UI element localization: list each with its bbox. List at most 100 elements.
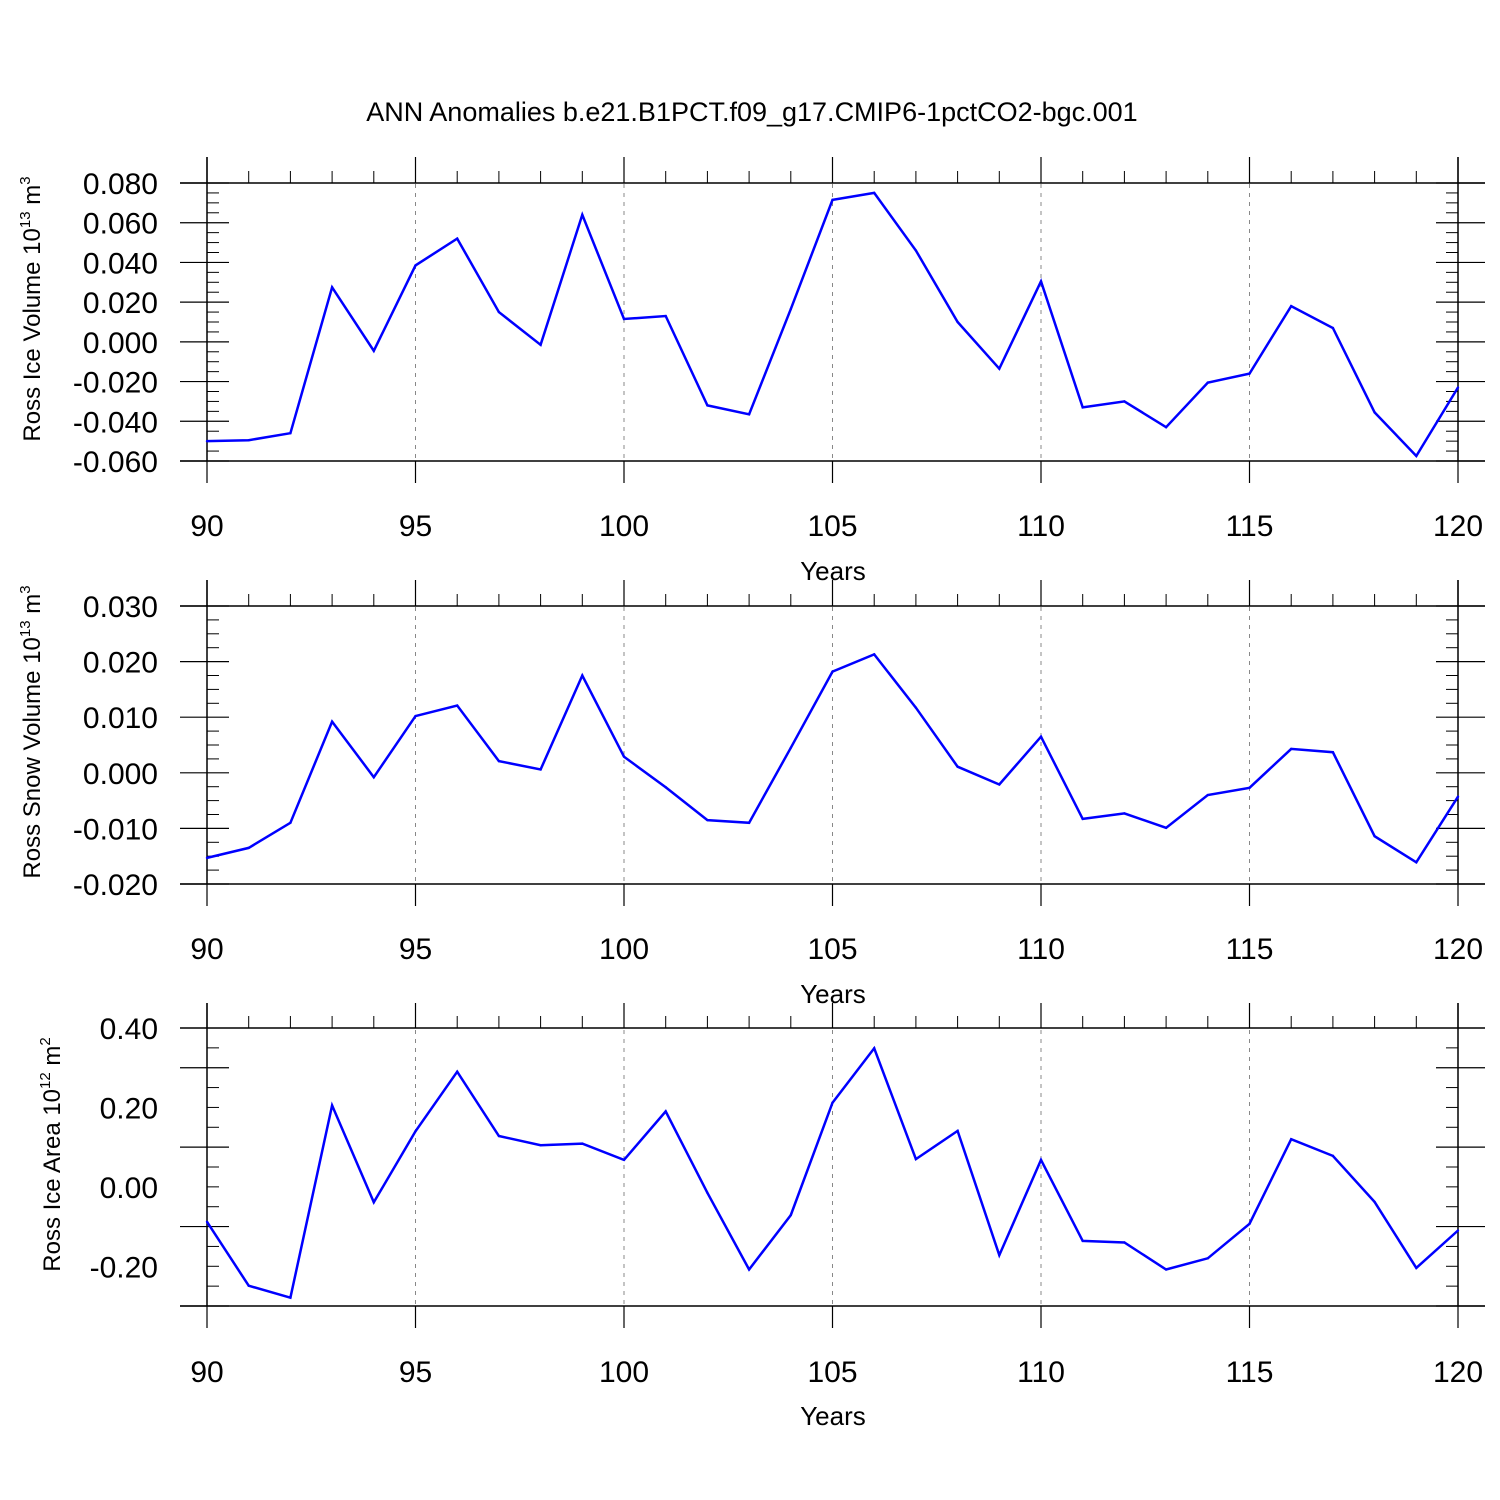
y-tick-label: -0.20: [90, 1251, 158, 1284]
y-tick-label: 0.080: [83, 168, 158, 201]
data-point: [539, 768, 542, 771]
y-tick-label: 0.060: [83, 208, 158, 241]
chart-panel: 90 95 100 105 110 115 120 Years -0.20 0.00 0.20 0.4…: [37, 1003, 1485, 1431]
data-point: [1331, 326, 1335, 330]
data-point: [1039, 1158, 1043, 1162]
data-point: [1290, 1138, 1293, 1141]
data-point: [1123, 1241, 1126, 1244]
data-point: [414, 714, 417, 718]
data-point: [831, 198, 834, 202]
data-point: [497, 759, 501, 763]
data-point: [205, 1220, 209, 1224]
data-point: [414, 264, 417, 267]
data-point: [1164, 426, 1168, 429]
data-point: [205, 439, 209, 443]
y-tick-label: 0.030: [83, 591, 158, 624]
y-axis-title: Ross Snow Volume 1013 m3: [17, 585, 46, 878]
data-point: [539, 1143, 542, 1147]
data-point: [1081, 406, 1084, 409]
data-point: [372, 776, 375, 779]
data-point: [1373, 411, 1376, 414]
data-point: [622, 755, 626, 758]
figure-title: ANN Anomalies b.e21.B1PCT.f09_g17.CMIP6-…: [366, 97, 1137, 127]
x-tick-label: 105: [807, 933, 857, 966]
data-point: [1206, 381, 1210, 384]
data-point: [205, 856, 209, 860]
x-tick-label: 120: [1433, 1356, 1483, 1389]
y-tick-label: 0.00: [100, 1172, 158, 1205]
data-point: [1248, 372, 1251, 375]
data-point: [330, 720, 334, 723]
y-tick-label: -0.060: [73, 446, 158, 479]
data-point: [622, 1158, 626, 1162]
data-point: [1164, 1268, 1168, 1271]
data-point: [789, 307, 792, 311]
data-point: [539, 343, 542, 347]
data-point: [1206, 1257, 1210, 1260]
data-point: [622, 317, 626, 321]
data-point: [706, 404, 709, 407]
data-point: [998, 783, 1001, 786]
x-tick-label: 115: [1226, 510, 1274, 543]
data-point: [247, 438, 250, 442]
data-point: [1248, 1222, 1251, 1225]
data-point: [456, 704, 459, 707]
y-tick-label: 0.020: [83, 647, 158, 680]
data-point: [1164, 826, 1168, 830]
data-point: [664, 314, 667, 318]
data-point: [1039, 735, 1043, 738]
x-tick-label: 105: [807, 510, 857, 543]
y-tick-label: -0.040: [73, 406, 158, 439]
y-tick-label: 0.000: [83, 327, 158, 360]
data-point: [1206, 793, 1210, 797]
data-point: [497, 310, 501, 314]
data-point: [1373, 834, 1376, 838]
data-point: [1039, 280, 1043, 283]
x-tick-label: 110: [1017, 1356, 1065, 1389]
data-point: [914, 249, 918, 252]
data-point: [831, 670, 834, 673]
x-tick-label: 100: [599, 510, 649, 543]
data-point: [873, 191, 876, 195]
data-point: [1456, 386, 1460, 389]
data-point: [1331, 751, 1335, 754]
data-point: [581, 674, 584, 677]
data-point: [1290, 304, 1293, 308]
data-point: [664, 786, 667, 789]
panels: 90 95 100 105 110 115 120 Years -0.060 -0.040 -0.0…: [17, 157, 1485, 1431]
data-point: [1373, 1200, 1376, 1204]
data-point: [956, 1129, 959, 1133]
data-point: [1415, 454, 1418, 458]
data-point: [706, 818, 709, 822]
data-point: [747, 413, 751, 416]
x-tick-label: 110: [1017, 933, 1065, 966]
x-tick-label: 95: [399, 933, 432, 966]
x-tick-label: 120: [1433, 510, 1483, 543]
data-point: [914, 706, 918, 709]
data-point: [873, 653, 876, 656]
x-tick-label: 100: [599, 933, 649, 966]
y-tick-label: -0.020: [73, 367, 158, 400]
data-point: [247, 1284, 250, 1287]
data-point: [456, 1070, 459, 1073]
data-point: [789, 1213, 792, 1217]
data-point: [1331, 1154, 1335, 1158]
x-tick-label: 90: [190, 933, 223, 966]
data-point: [414, 1130, 417, 1133]
x-axis-title: Years: [800, 1401, 866, 1431]
x-tick-label: 120: [1433, 933, 1483, 966]
data-point: [247, 846, 250, 850]
data-point: [1123, 400, 1126, 403]
chart-panel: 90 95 100 105 110 115 120Years-0.060-0.040-0.0…: [17, 157, 1485, 586]
data-point: [998, 1253, 1001, 1257]
data-point: [1123, 812, 1126, 815]
data-point: [289, 432, 292, 435]
data-point: [706, 1191, 709, 1195]
y-tick-label: 0.20: [100, 1092, 158, 1125]
y-tick-label: 0.020: [83, 287, 158, 320]
data-point: [372, 349, 375, 352]
series-line: [206, 652, 1460, 865]
y-axis-title: Ross Ice Area 1012 m2: [37, 1037, 66, 1271]
x-tick-label: 115: [1226, 1356, 1274, 1389]
data-point: [789, 746, 792, 749]
